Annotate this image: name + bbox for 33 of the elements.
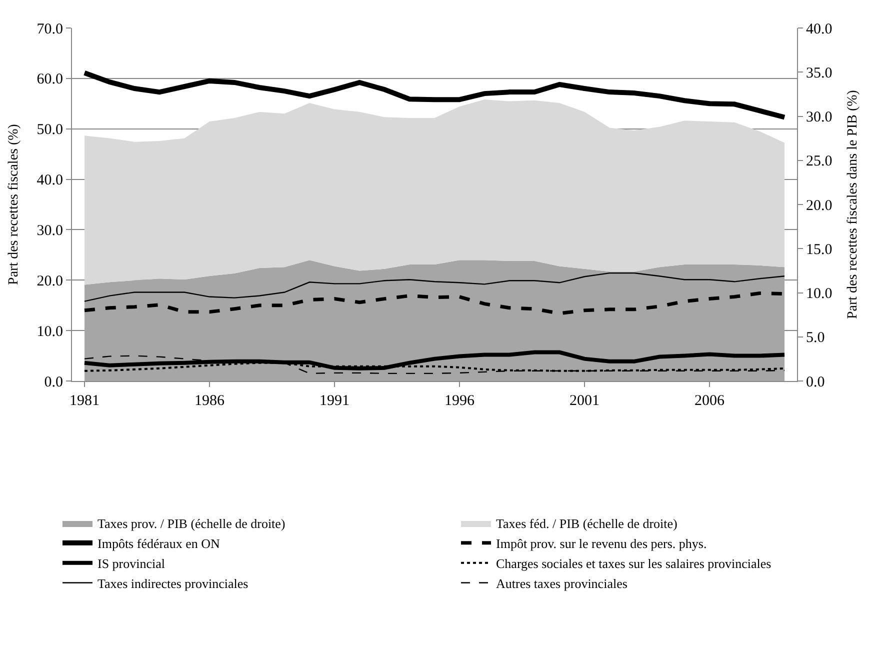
x-tick-label: 1981 [70,393,100,409]
y2-tick-label: 40.0 [806,21,832,38]
legend-label: Taxes prov. / PIB (échelle de droite) [98,516,286,532]
legend-label: Taxes féd. / PIB (échelle de droite) [496,516,678,532]
y2-tick-label: 30.0 [806,110,832,126]
y2-tick-label: 25.0 [806,154,832,170]
y2-tick-label: 15.0 [806,242,832,258]
y-tick-label: 10.0 [36,324,63,340]
y-axis-title: Part des recettes fiscales (%) [6,124,22,285]
x-tick-label: 1996 [444,393,475,409]
y-tick-label: 0.0 [44,374,63,390]
x-tick-label: 1986 [194,393,225,409]
y2-tick-label: 10.0 [806,286,832,302]
legend-label: Charges sociales et taxes sur les salaires provinciales [496,556,772,571]
x-tick-label: 2006 [694,393,725,409]
legend-label: Taxes indirectes provinciales [98,576,248,591]
legend-label: IS provincial [98,556,166,571]
y-tick-label: 50.0 [36,122,63,138]
y2-tick-label: 0.0 [806,374,825,390]
y-tick-label: 70.0 [36,21,63,38]
legend-label: Autres taxes provinciales [496,576,628,591]
y2-axis-title: Part des recettes fiscales dans le PIB (%) [846,90,861,319]
legend-label: Impôts fédéraux en ON [98,536,220,551]
y-tick-label: 40.0 [36,172,63,189]
y2-tick-label: 20.0 [806,198,832,214]
y2-tick-label: 5.0 [806,330,825,346]
x-tick-label: 1991 [320,393,350,409]
y-tick-label: 20.0 [36,273,63,290]
y2-tick-label: 35.0 [806,65,832,82]
y-tick-label: 60.0 [36,72,63,88]
legend-label: Impôt prov. sur le revenu des pers. phys. [496,536,707,551]
y-tick-label: 30.0 [36,222,63,239]
x-tick-label: 2001 [570,393,600,409]
